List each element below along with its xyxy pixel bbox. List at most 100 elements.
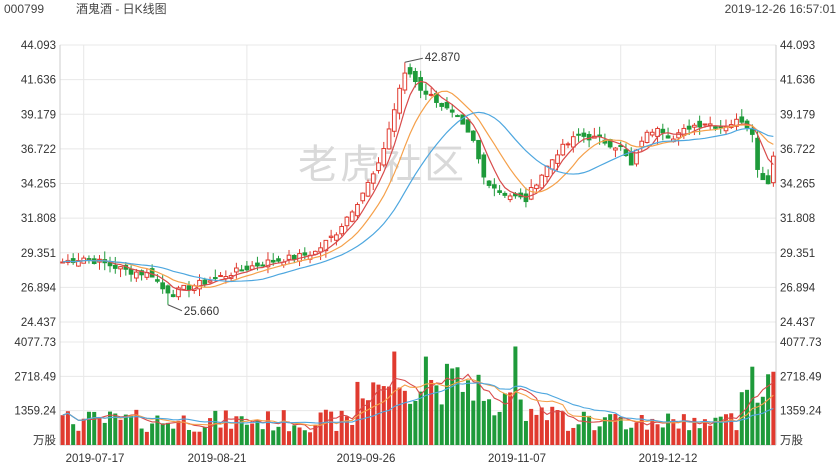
candle-body — [765, 175, 771, 185]
volume-bar — [413, 400, 418, 445]
volume-bar — [487, 399, 492, 445]
volume-bar — [650, 418, 655, 445]
candle-body — [128, 268, 134, 275]
candle-body — [165, 285, 171, 294]
candle-body — [176, 287, 181, 298]
candle-body — [623, 149, 629, 157]
volume-tick-label-right: 2718.49 — [780, 371, 822, 383]
volume-bar — [529, 408, 534, 445]
volume-bar — [550, 406, 555, 445]
candle-body — [265, 259, 271, 268]
price-axis-right: 44.093 41.636 39.179 36.722 34.265 31.808 29.3… — [780, 40, 816, 329]
price-tick-label-right: 24.437 — [780, 317, 815, 329]
vol-ma20-line — [62, 382, 774, 424]
candle-body — [212, 277, 218, 280]
price-tick-label-right: 44.093 — [780, 40, 815, 52]
volume-bars — [60, 346, 776, 445]
volume-tick-label-left: 2718.49 — [14, 371, 56, 383]
volume-bar — [281, 410, 286, 445]
candle-body — [244, 265, 250, 271]
volume-unit-right: 万股 — [780, 434, 803, 447]
candle-body — [381, 148, 387, 166]
volume-bar — [213, 410, 218, 445]
candle-body — [449, 109, 455, 113]
volume-axis: 4077.73 4077.73 2718.49 2718.49 1359.24 1359.… — [14, 337, 822, 447]
candle-body — [255, 262, 260, 267]
volume-bar — [208, 418, 213, 445]
volume-bar — [697, 428, 702, 445]
x-tick-label: 2019-12-12 — [639, 453, 698, 465]
candle-body — [428, 93, 434, 96]
volume-bar — [513, 346, 518, 445]
volume-bar — [218, 427, 223, 445]
volume-bar — [408, 403, 413, 445]
volume-bar — [734, 430, 739, 445]
candle-body — [170, 294, 176, 298]
price-tick-label-left: 24.437 — [21, 317, 56, 329]
volume-unit-left: 万股 — [33, 434, 56, 447]
volume-bar — [723, 414, 728, 445]
volume-bar — [566, 430, 571, 445]
volume-bar — [118, 419, 123, 445]
candle-body — [234, 267, 239, 273]
candle-body — [702, 123, 708, 126]
candle-body — [613, 147, 618, 151]
candle-body — [360, 192, 366, 202]
candle-body — [655, 127, 660, 137]
candle-body — [155, 279, 160, 282]
price-tick-label-right: 36.722 — [780, 144, 815, 156]
volume-bar — [608, 414, 613, 445]
volume-bar — [402, 390, 407, 445]
volume-bar — [418, 391, 423, 445]
volume-tick-label-left: 1359.24 — [14, 406, 56, 418]
candle-body — [181, 284, 187, 290]
ma10-line — [62, 90, 774, 288]
candle-body — [107, 262, 113, 267]
volume-bar — [692, 417, 697, 445]
candle-body — [534, 184, 539, 190]
price-tick-label-right: 41.636 — [780, 75, 815, 87]
volume-bar — [260, 429, 265, 445]
volume-bar — [360, 398, 365, 445]
candle-body — [139, 270, 144, 276]
watermark: 老虎社区 — [298, 142, 466, 188]
volume-bar — [234, 416, 239, 445]
low-leader — [167, 304, 183, 312]
volume-bar — [581, 411, 586, 445]
volume-bar — [481, 400, 486, 445]
candle-body — [465, 119, 471, 133]
volume-bar — [555, 410, 560, 445]
x-axis: 2019-07-17 2019-08-21 2019-09-26 2019-11-07… — [66, 453, 698, 465]
candle-body — [391, 109, 397, 132]
candle-body — [76, 260, 81, 267]
volume-bar — [455, 367, 460, 445]
ma20-line — [62, 111, 774, 283]
candle-body — [560, 143, 566, 156]
volume-bar — [423, 356, 428, 445]
volume-bar — [739, 392, 744, 445]
candle-body — [186, 285, 192, 291]
candle-body — [444, 101, 450, 109]
volume-bar — [639, 415, 644, 445]
volume-bar — [365, 400, 370, 445]
volume-bar — [466, 380, 471, 445]
volume-bar — [444, 363, 449, 445]
candle-body — [481, 154, 487, 178]
low-price-label: 25.660 — [184, 306, 219, 318]
candle-body — [133, 271, 139, 279]
volume-bar — [250, 423, 255, 445]
volume-bar — [534, 414, 539, 445]
volume-bar — [86, 411, 91, 445]
volume-bar — [376, 384, 381, 445]
volume-bar — [155, 415, 160, 445]
x-tick-label: 2019-08-21 — [188, 453, 247, 465]
price-tick-label-left: 26.894 — [21, 282, 57, 294]
volume-bar — [186, 429, 191, 445]
candle-body — [528, 187, 534, 200]
volume-bar — [755, 402, 760, 445]
candle-body — [370, 173, 376, 184]
high-leader — [404, 57, 423, 63]
candle-body — [539, 174, 545, 189]
candle-body — [318, 247, 323, 253]
